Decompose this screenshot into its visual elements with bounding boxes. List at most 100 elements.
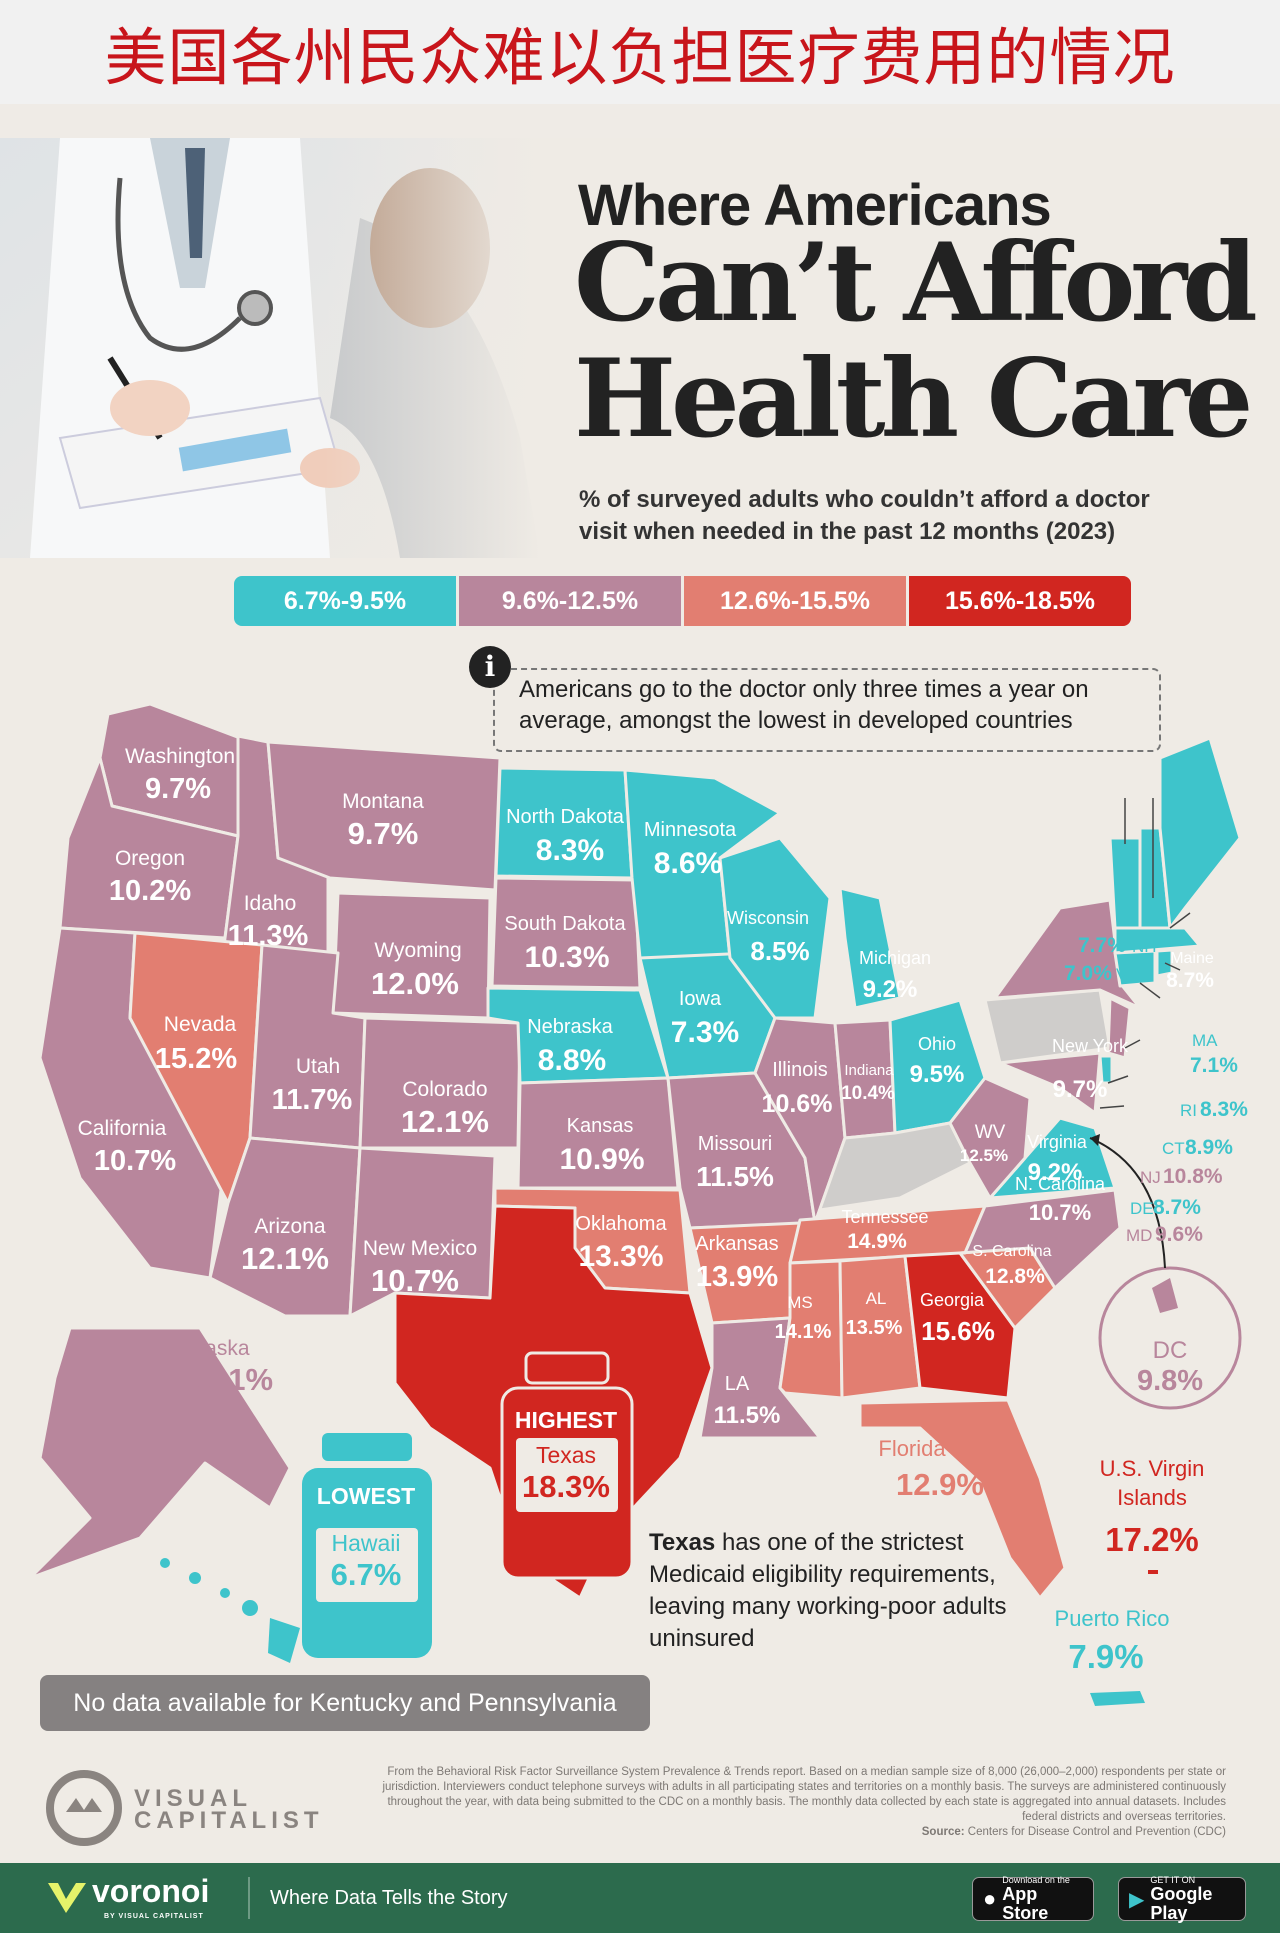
- vc-logo-icon: [46, 1770, 122, 1846]
- label-nv-value: 15.2%: [155, 1043, 237, 1075]
- label-ga-value: 15.6%: [921, 1316, 995, 1346]
- label-md-name: MD: [1126, 1226, 1152, 1245]
- label-wa-value: 9.7%: [145, 773, 211, 805]
- label-nv-name: Nevada: [164, 1013, 237, 1036]
- state-ak: [28, 1326, 292, 1580]
- label-nj-value: 10.8%: [1163, 1165, 1223, 1188]
- footer-slogan: Where Data Tells the Story: [270, 1887, 508, 1909]
- label-il-value: 10.6%: [762, 1090, 833, 1118]
- label-nd-value: 8.3%: [536, 834, 604, 867]
- texas-value: 18.3%: [522, 1469, 610, 1504]
- subtitle: % of surveyed adults who couldn’t afford…: [579, 486, 1150, 545]
- state-ks: [516, 1076, 680, 1190]
- title-line-3: Health Care: [574, 336, 1253, 462]
- legend-bin-1: 6.7%-9.5%: [234, 576, 456, 626]
- label-ms-value: 14.1%: [775, 1321, 832, 1343]
- app-store-small: Download on the: [1002, 1875, 1070, 1885]
- hawaii-value: 6.7%: [331, 1557, 402, 1592]
- label-va-value: 9.2%: [1028, 1159, 1083, 1186]
- label-vi-name-2: Islands: [1117, 1485, 1187, 1510]
- state-md: [998, 1051, 1102, 1115]
- app-store-button[interactable]: ● Download on the App Store: [972, 1875, 1094, 1923]
- source-note: From the Behavioral Risk Factor Surveill…: [380, 1765, 1226, 1840]
- chinese-title-banner: 美国各州民众难以负担医疗费用的情况: [0, 0, 1280, 104]
- label-al-name: AL: [866, 1289, 887, 1308]
- texas-name: Texas: [536, 1442, 596, 1468]
- label-ga-name: Georgia: [920, 1290, 985, 1310]
- label-oh-value: 9.5%: [910, 1061, 965, 1088]
- label-mt-value: 9.7%: [348, 816, 419, 851]
- state-ma: [1113, 926, 1202, 955]
- label-wi-name: Wisconsin: [727, 908, 809, 928]
- state-in: [833, 1018, 897, 1140]
- label-wv-value: 12.5%: [960, 1146, 1008, 1165]
- leader-lines: [1099, 798, 1191, 1109]
- label-ct-value: 8.9%: [1185, 1136, 1233, 1159]
- label-wa-name: Washington: [125, 745, 235, 768]
- label-or-value: 10.2%: [109, 875, 191, 907]
- label-mi-name: Michigan: [859, 948, 931, 968]
- label-vi-value: 17.2%: [1105, 1521, 1199, 1558]
- label-fl-value: 12.9%: [896, 1467, 984, 1502]
- label-dc-name: DC: [1153, 1337, 1188, 1364]
- vc-line2: CAPITALIST: [134, 1807, 324, 1834]
- info-text: Americans go to the doctor only three ti…: [519, 676, 1089, 734]
- label-ne-name: Nebraska: [527, 1016, 613, 1038]
- info-icon: i: [469, 646, 511, 688]
- voronoi-logo-icon: [48, 1883, 86, 1913]
- label-ca-value: 10.7%: [94, 1145, 176, 1177]
- texas-note-text: has one of the strictest Medicaid eligib…: [649, 1529, 1007, 1652]
- label-nm-name: New Mexico: [363, 1237, 477, 1260]
- label-ia-name: Iowa: [679, 988, 722, 1010]
- voronoi-byline: BY VISUAL CAPITALIST: [104, 1913, 204, 1920]
- label-nm-value: 10.7%: [371, 1263, 459, 1298]
- label-ks-value: 10.9%: [559, 1143, 644, 1176]
- title-line-2: Can’t Afford: [574, 220, 1258, 346]
- texas-note-bold: Texas: [649, 1529, 716, 1556]
- state-vt: [1108, 836, 1142, 930]
- label-ma-value: 7.1%: [1190, 1054, 1238, 1077]
- label-sc-value: 12.8%: [985, 1265, 1045, 1288]
- label-la-name: LA: [725, 1373, 750, 1395]
- label-in-value: 10.4%: [841, 1083, 895, 1104]
- source-label: Source:: [921, 1826, 965, 1838]
- footer-bar: voronoi BY VISUAL CAPITALIST Where Data …: [0, 1863, 1280, 1933]
- label-wy-name: Wyoming: [374, 939, 461, 962]
- label-ut-value: 11.7%: [272, 1084, 353, 1116]
- label-ca-name: California: [78, 1117, 167, 1140]
- label-de-value: 8.7%: [1153, 1196, 1201, 1219]
- label-az-name: Arizona: [254, 1215, 326, 1238]
- state-wv: [948, 1076, 1032, 1200]
- state-ga: [903, 1251, 1017, 1400]
- label-sd-name: South Dakota: [504, 913, 626, 935]
- label-ok-value: 13.3%: [578, 1240, 663, 1273]
- google-play-small: GET IT ON: [1150, 1875, 1196, 1885]
- label-ma-name: MA: [1192, 1031, 1218, 1050]
- label-az-value: 12.1%: [241, 1241, 329, 1276]
- label-ms-name: MS: [787, 1293, 813, 1312]
- label-ri-name: RI: [1180, 1101, 1197, 1120]
- dc-circle: [1089, 1134, 1242, 1410]
- label-ri-value: 8.3%: [1200, 1098, 1248, 1121]
- vc-line1: VISUAL: [134, 1785, 253, 1812]
- visual-capitalist-logo: VISUAL CAPITALIST: [46, 1768, 319, 1853]
- label-fl-name: Florida: [878, 1436, 946, 1461]
- google-play-button[interactable]: ▶ GET IT ON Google Play: [1118, 1875, 1246, 1923]
- label-ut-name: Utah: [296, 1055, 340, 1078]
- label-co-value: 12.1%: [401, 1104, 489, 1139]
- texas-bottle: [500, 1351, 634, 1580]
- state-nc: [958, 1188, 1122, 1290]
- label-il-name: Illinois: [772, 1059, 828, 1081]
- label-vt-value: 7.0%: [1064, 962, 1112, 985]
- label-or-name: Oregon: [115, 847, 185, 870]
- label-wv-name: WV: [975, 1122, 1006, 1143]
- label-ok-name: Oklahoma: [575, 1213, 667, 1235]
- us-map: Washington 9.7% Oregon 10.2% California …: [28, 702, 1248, 1706]
- label-dc-value: 9.8%: [1137, 1365, 1203, 1397]
- label-vt-name: VT: [1116, 965, 1138, 984]
- label-mo-value: 11.5%: [696, 1161, 774, 1192]
- label-mo-name: Missouri: [698, 1133, 772, 1155]
- label-nh-value: 7.7%: [1078, 934, 1126, 957]
- legend-bin-4: 15.6%-18.5%: [909, 576, 1131, 626]
- hawaii-name: Hawaii: [331, 1530, 400, 1556]
